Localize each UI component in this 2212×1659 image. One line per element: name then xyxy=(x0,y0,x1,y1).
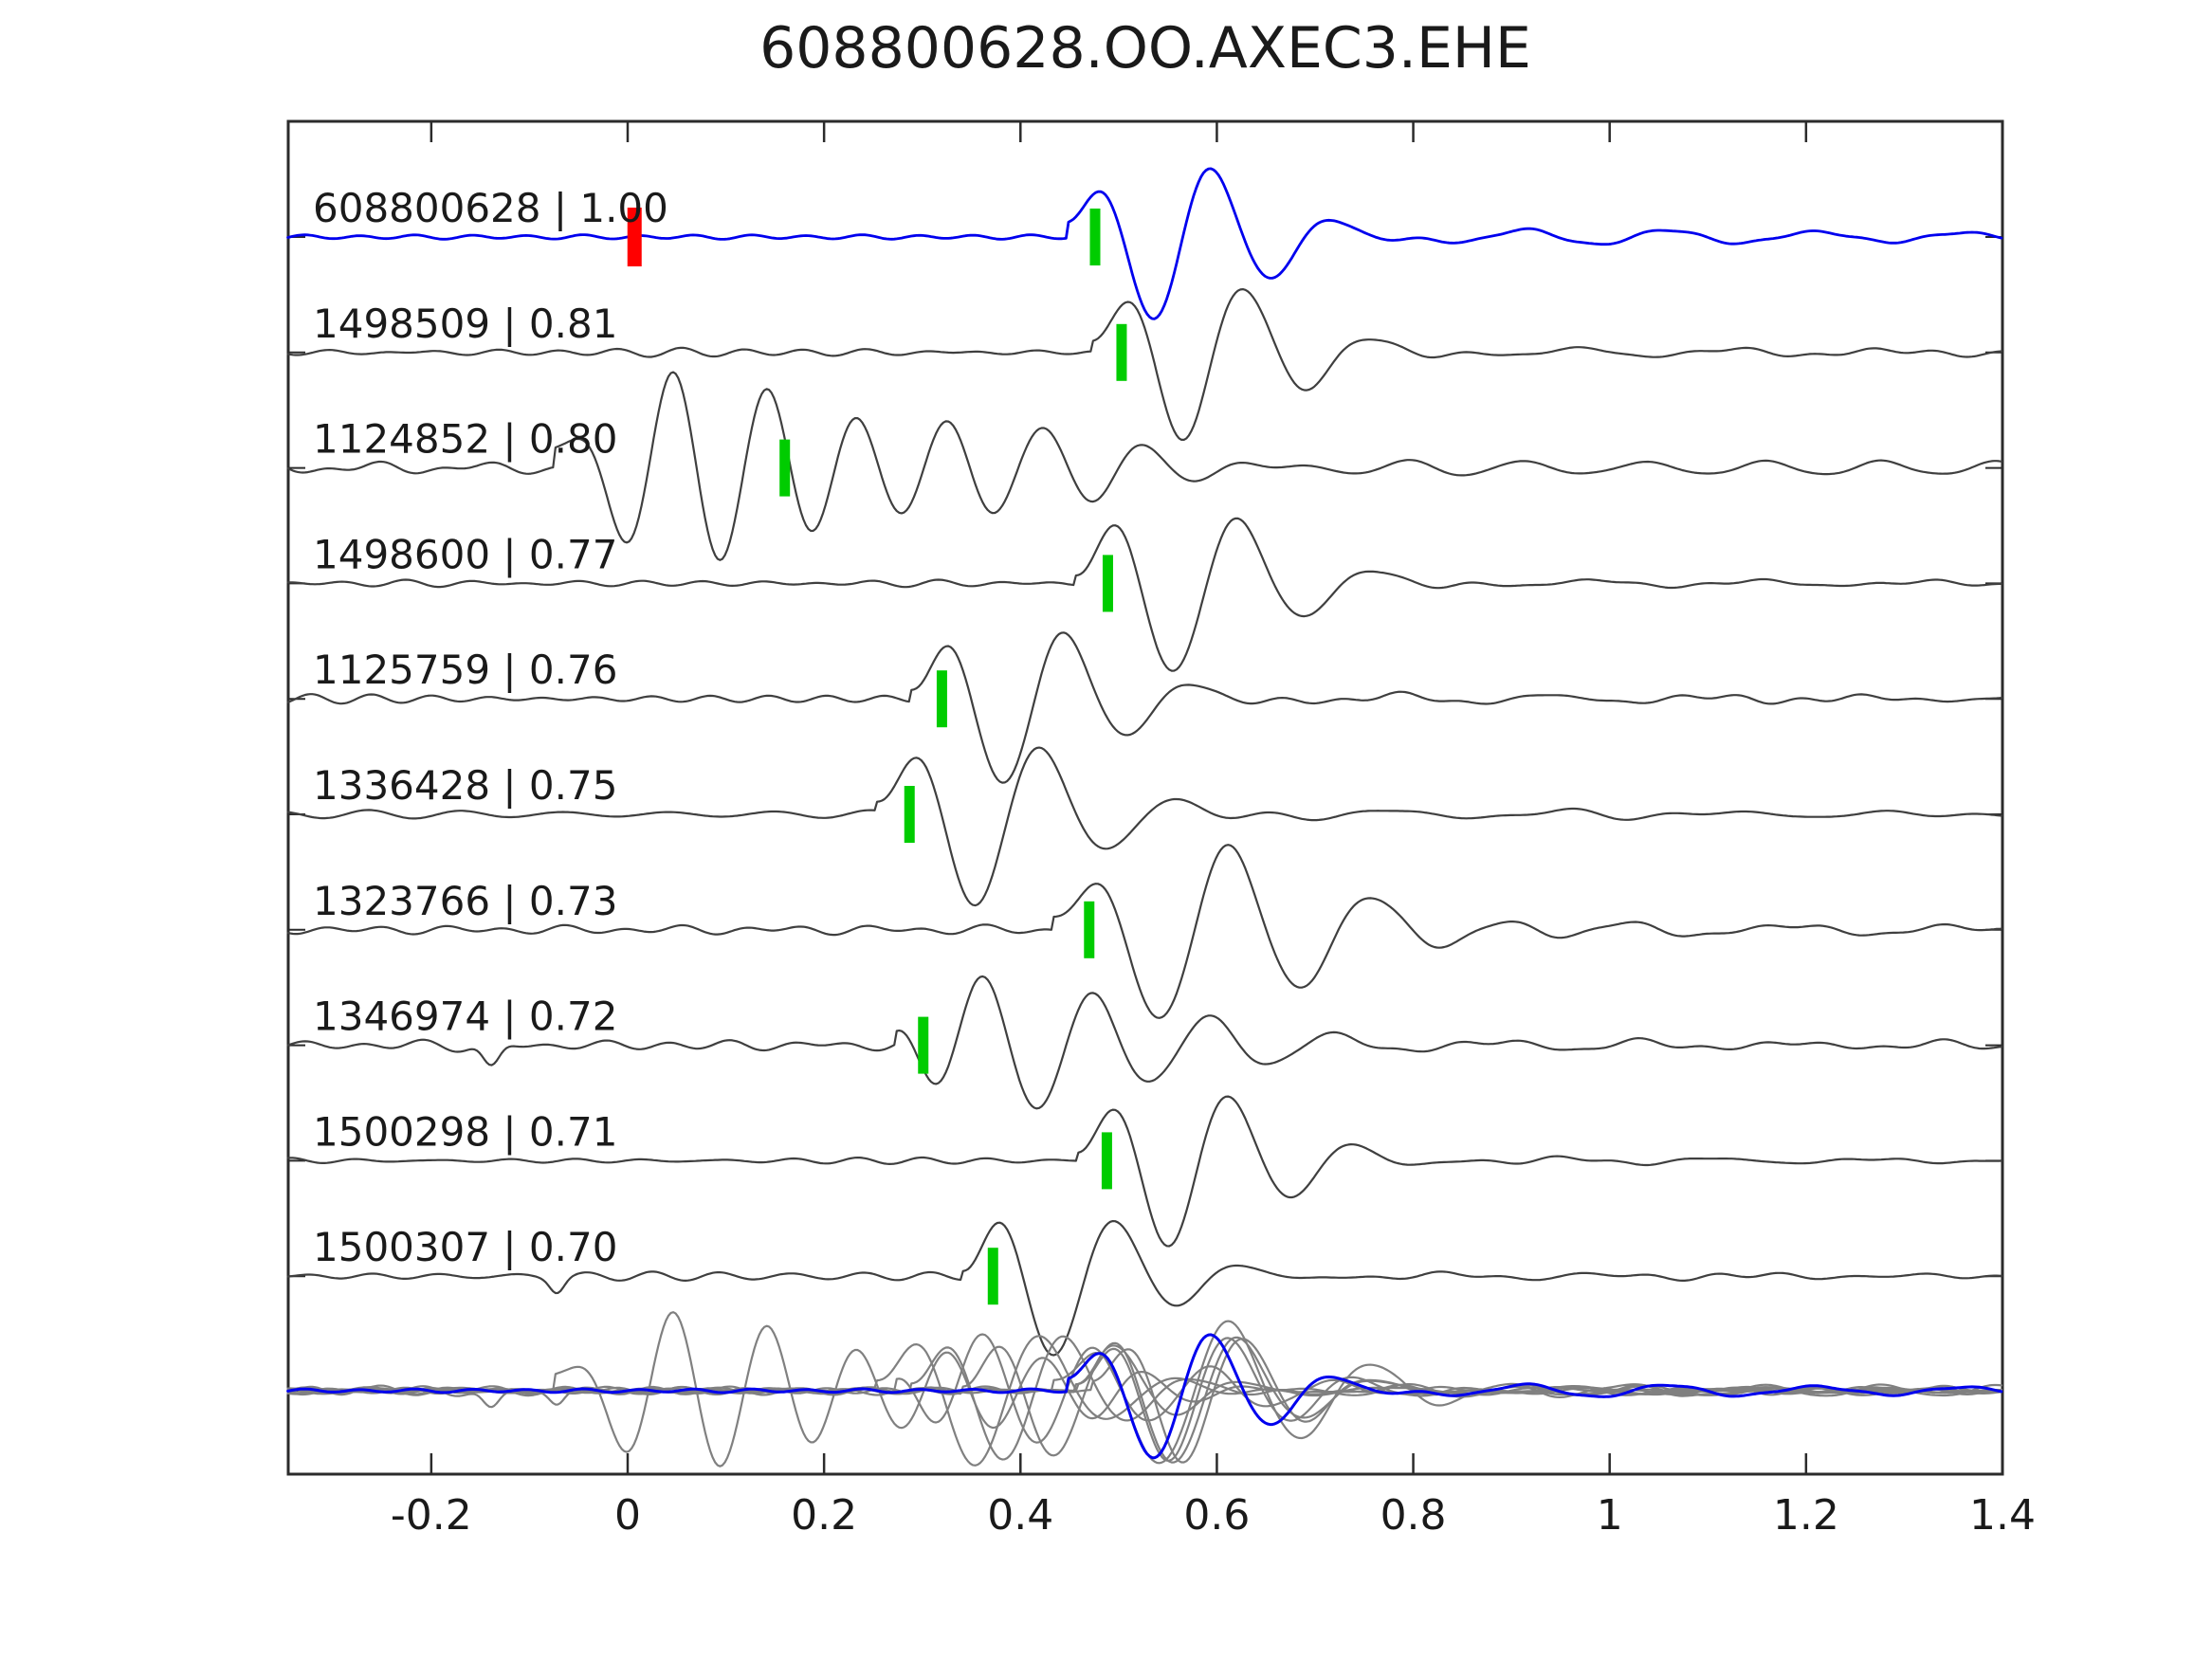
trace-1336428 xyxy=(286,746,2002,907)
overlay-trace-1124852 xyxy=(286,1311,2002,1468)
overlay-trace-1500307 xyxy=(286,1344,2002,1457)
overlay-trace-1336428 xyxy=(286,1335,2002,1467)
x-tick-label: -0.2 xyxy=(391,1491,472,1540)
x-tick-label: 1 xyxy=(1597,1491,1623,1540)
trace-label-1125759: 1125759 | 0.76 xyxy=(313,647,617,693)
plot-border xyxy=(286,119,2004,1476)
pick-marker-608800628 xyxy=(1089,209,1101,265)
pick-marker-1346974 xyxy=(918,1016,929,1074)
pick-marker-1498600 xyxy=(1102,555,1113,612)
trace-1500298 xyxy=(286,1095,2002,1248)
x-tick-label: 0 xyxy=(614,1491,641,1540)
trace-label-1500307: 1500307 | 0.70 xyxy=(313,1224,617,1270)
trace-1500307 xyxy=(286,1220,2002,1357)
trace-1498600 xyxy=(286,517,2002,672)
trace-label-1323766: 1323766 | 0.73 xyxy=(313,878,617,924)
trace-label-608800628: 608800628 | 1.00 xyxy=(313,185,668,231)
trace-label-1498600: 1498600 | 0.77 xyxy=(313,531,617,577)
trace-1498509 xyxy=(286,288,2002,441)
trace-608800628 xyxy=(286,167,2003,320)
template-origin-marker-608800628 xyxy=(627,208,642,266)
plot-title: 608800628.OO.AXEC3.EHE xyxy=(759,15,1531,82)
pick-marker-1323766 xyxy=(1084,901,1095,958)
pick-marker-1500298 xyxy=(1101,1132,1112,1190)
overlay-trace-1498509 xyxy=(286,1338,2002,1464)
trace-1323766 xyxy=(286,844,2002,1019)
x-tick-label: 1.2 xyxy=(1773,1491,1839,1540)
x-tick-label: 0.4 xyxy=(987,1491,1053,1540)
trace-1125759 xyxy=(286,631,2002,784)
overlay-trace-1125759 xyxy=(286,1335,2002,1461)
x-tick-label: 0.6 xyxy=(1183,1491,1250,1540)
trace-label-1336428: 1336428 | 0.75 xyxy=(313,762,617,809)
pick-marker-1500307 xyxy=(987,1248,998,1305)
x-tick-label: 1.4 xyxy=(1969,1491,2036,1540)
pick-marker-1125759 xyxy=(936,670,947,728)
trace-1124852 xyxy=(286,371,2002,561)
overlay-trace-1500298 xyxy=(286,1337,2002,1462)
x-tick-label: 0.2 xyxy=(791,1491,857,1540)
overlay-template-trace xyxy=(286,1333,2003,1460)
x-tick-label: 0.8 xyxy=(1380,1491,1447,1540)
trace-1346974 xyxy=(286,975,2002,1110)
pick-marker-1124852 xyxy=(779,439,791,497)
trace-label-1124852: 1124852 | 0.80 xyxy=(313,416,617,463)
pick-marker-1498509 xyxy=(1116,323,1127,381)
overlay-trace-1498600 xyxy=(286,1336,2002,1464)
trace-label-1346974: 1346974 | 0.72 xyxy=(313,994,617,1040)
trace-label-1500298: 1500298 | 0.71 xyxy=(313,1108,617,1155)
trace-label-1498509: 1498509 | 0.81 xyxy=(313,301,617,347)
pick-marker-1336428 xyxy=(904,786,915,843)
